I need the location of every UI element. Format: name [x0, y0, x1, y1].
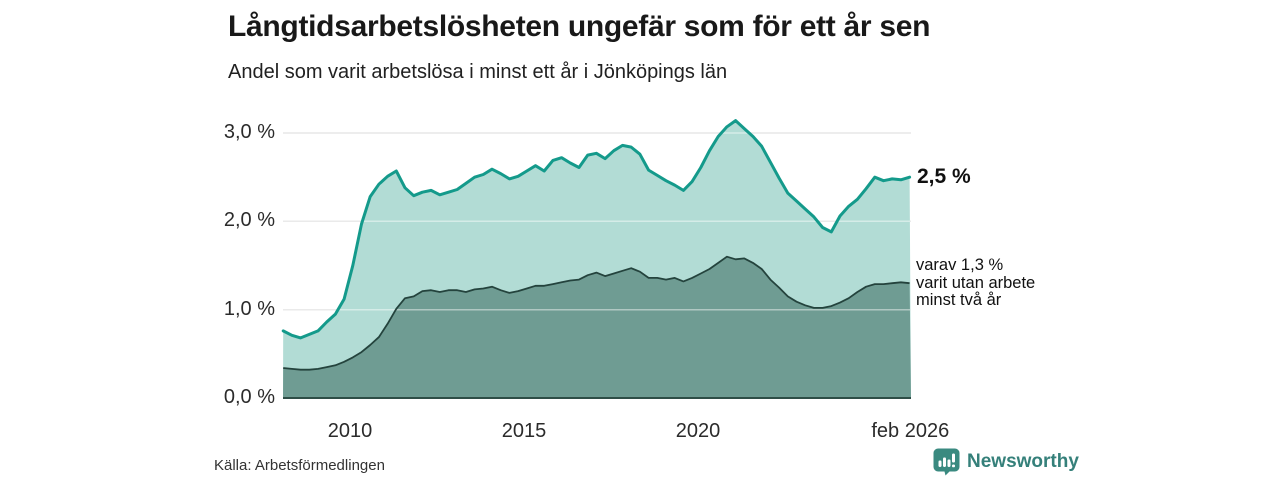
series-end-label-line: varav 1,3 % — [916, 256, 1004, 274]
y-axis-tick-label: 1,0 % — [223, 297, 275, 320]
y-axis-tick-label: 2,0 % — [223, 209, 275, 232]
page-title: Långtidsarbetslösheten ungefär som för e… — [228, 10, 931, 43]
y-axis-tick-label: 3,0 % — [223, 121, 275, 143]
brand-name: Newsworthy — [967, 451, 1079, 472]
page-subtitle: Andel som varit arbetslösa i minst ett å… — [228, 61, 728, 83]
series-end-label-line: varit utan arbete — [916, 273, 1036, 292]
source-credit: Källa: Arbetsförmedlingen — [214, 457, 385, 474]
newsworthy-logo-icon — [933, 448, 960, 476]
series-line-total — [281, 119, 912, 340]
x-axis-tick-label: 2020 — [675, 420, 721, 442]
y-axis-tick-label: 0,0 % — [223, 386, 275, 408]
brand-logo: Newsworthy — [933, 448, 1079, 476]
x-axis-tick-label: 2015 — [501, 420, 547, 442]
x-axis-tick-label: feb 2026 — [871, 420, 950, 442]
series-end-label-two-year: varav 1,3 % varit utan arbete minst två … — [916, 256, 1036, 310]
series-end-label-line: minst två år — [916, 291, 1002, 309]
series-end-label-total: 2,5 % — [917, 165, 971, 188]
series-line-two-year — [283, 255, 910, 371]
x-axis-tick-label: 2010 — [327, 420, 373, 442]
